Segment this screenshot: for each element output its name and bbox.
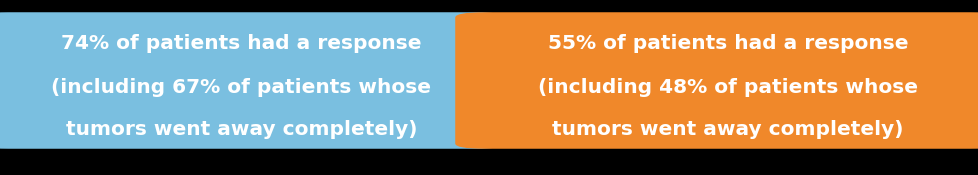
FancyBboxPatch shape bbox=[0, 12, 504, 149]
Text: 74% of patients had a response: 74% of patients had a response bbox=[61, 34, 422, 53]
Text: (including 67% of patients whose: (including 67% of patients whose bbox=[51, 78, 431, 97]
Text: (including 48% of patients whose: (including 48% of patients whose bbox=[537, 78, 917, 97]
Text: tumors went away completely): tumors went away completely) bbox=[66, 120, 417, 139]
Text: tumors went away completely): tumors went away completely) bbox=[552, 120, 903, 139]
FancyBboxPatch shape bbox=[455, 12, 978, 149]
Text: 55% of patients had a response: 55% of patients had a response bbox=[547, 34, 908, 53]
